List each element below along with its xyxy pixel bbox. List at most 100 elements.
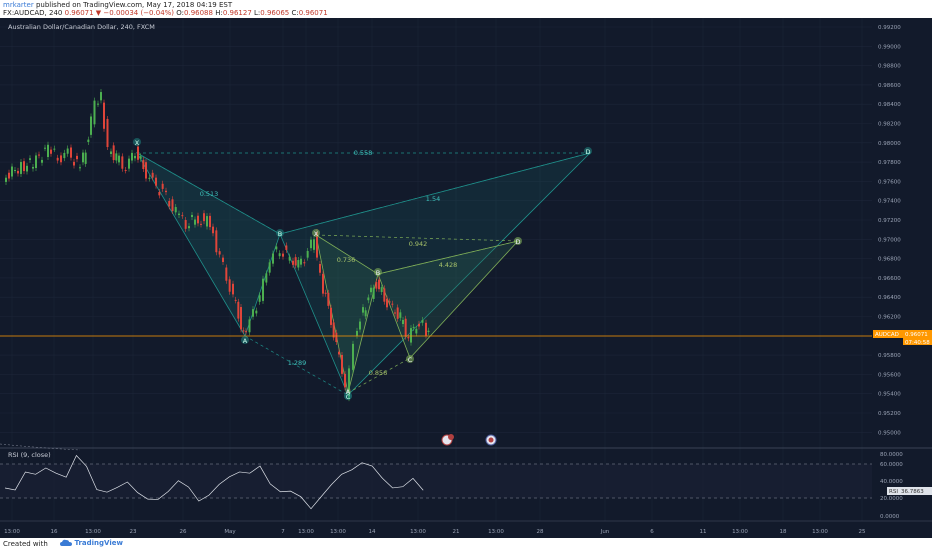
pattern1-ac bbox=[244, 335, 349, 396]
rsi-value-label: RSI bbox=[889, 489, 898, 495]
price-tick-label: 0.95600 bbox=[878, 372, 901, 378]
chart-area[interactable]: X A B C D X A B C D 0.558 0.513 1.54 0.9… bbox=[0, 18, 932, 538]
harmonic-pattern-2[interactable] bbox=[315, 234, 520, 394]
author-link[interactable]: mrkarter bbox=[3, 1, 34, 9]
candle-body bbox=[134, 155, 136, 159]
pattern2-bcd[interactable] bbox=[377, 240, 520, 359]
candle-body bbox=[148, 177, 151, 179]
candle-body bbox=[118, 155, 120, 163]
candle-body bbox=[188, 226, 190, 229]
price-tick-label: 0.98200 bbox=[878, 122, 901, 128]
chart-canvas[interactable]: X A B C D X A B C D 0.558 0.513 1.54 0.9… bbox=[0, 18, 932, 538]
price-tag-symbol: AUDCAD bbox=[875, 332, 899, 338]
candle-body bbox=[128, 158, 130, 169]
point-c-2: C bbox=[406, 355, 414, 364]
candle-body bbox=[97, 103, 99, 105]
candle-body bbox=[106, 118, 109, 148]
candle-body bbox=[427, 330, 430, 332]
candle-body bbox=[200, 223, 202, 225]
open-value: 0.96088 bbox=[184, 9, 213, 17]
close-value: 0.96071 bbox=[298, 9, 328, 17]
price-axis[interactable]: 0.99200 0.99000 0.98800 0.98600 0.98400 0.982… bbox=[878, 25, 901, 436]
candle-body bbox=[399, 312, 402, 318]
candle-body bbox=[90, 116, 92, 135]
candle-body bbox=[178, 213, 180, 215]
candle-body bbox=[41, 159, 43, 163]
candle-body bbox=[17, 170, 19, 174]
candle-body bbox=[292, 260, 294, 265]
candle-body bbox=[53, 148, 56, 150]
candle-body bbox=[103, 102, 105, 129]
candle-body bbox=[359, 321, 361, 330]
rsi-pane[interactable]: RSI (9, close) 80.0000 60.0000 40.0000 20.0… bbox=[0, 451, 932, 520]
rsi-tick-label: 0.0000 bbox=[880, 514, 900, 520]
event-dot-icon bbox=[488, 437, 494, 443]
pattern1-xab[interactable] bbox=[135, 151, 281, 337]
candle-body bbox=[203, 213, 205, 222]
candle-body bbox=[142, 160, 145, 170]
candle-body bbox=[372, 287, 375, 299]
candle-body bbox=[396, 307, 399, 319]
candle-body bbox=[404, 318, 407, 337]
candle-body bbox=[341, 354, 343, 374]
candle-body bbox=[356, 330, 358, 336]
point-b-1: B bbox=[276, 229, 284, 238]
candle-body bbox=[11, 166, 13, 177]
event-badge-icon bbox=[448, 434, 454, 440]
created-with-text: Created with bbox=[3, 540, 48, 548]
candle-body bbox=[352, 343, 354, 370]
price-tick-label: 0.98400 bbox=[878, 102, 901, 108]
down-arrow-icon: ▼ bbox=[95, 9, 102, 17]
candle-body bbox=[63, 152, 66, 159]
time-tick-label: 13:00 bbox=[812, 529, 828, 535]
candle-body bbox=[87, 139, 90, 143]
candle-body bbox=[332, 322, 335, 338]
time-tick-label: 26 bbox=[180, 529, 187, 535]
svg-text:C: C bbox=[408, 356, 413, 364]
candle-body bbox=[84, 152, 87, 164]
time-tick-label: Jun bbox=[600, 529, 610, 535]
rsi-band bbox=[0, 464, 872, 498]
candle-body bbox=[110, 151, 112, 154]
price-tick-label: 0.98800 bbox=[878, 64, 901, 70]
rsi-tick-label: 40.0000 bbox=[880, 479, 903, 485]
candle-body bbox=[412, 326, 415, 328]
time-axis[interactable]: 13:00 16 13:00 23 26 May 7 13:00 13:00 14 13:00 21 1… bbox=[4, 529, 866, 535]
low-label: L: bbox=[254, 9, 261, 17]
time-tick-label: 13:00 bbox=[4, 529, 20, 535]
time-tick-label: 13:00 bbox=[298, 529, 314, 535]
candle-body bbox=[158, 192, 161, 196]
candle-body bbox=[237, 301, 240, 319]
candle-body bbox=[303, 262, 306, 264]
candle-body bbox=[124, 170, 127, 172]
candle-body bbox=[222, 257, 224, 263]
candle-body bbox=[184, 219, 187, 229]
candle-body bbox=[362, 307, 364, 313]
candle-body bbox=[262, 278, 264, 301]
candle-body bbox=[26, 165, 28, 172]
candle-body bbox=[319, 263, 321, 273]
candle-body bbox=[391, 303, 394, 305]
pattern2-xd bbox=[315, 234, 519, 242]
candle-body bbox=[245, 331, 247, 333]
svg-text:X: X bbox=[135, 139, 140, 147]
price-tick-label: 0.95400 bbox=[878, 392, 901, 398]
chart-title: Australian Dollar/Canadian Dollar, 240, … bbox=[8, 23, 155, 31]
svg-text:B: B bbox=[376, 269, 380, 277]
candle-body bbox=[348, 368, 350, 399]
candle-body bbox=[316, 232, 318, 258]
price-tick-label: 0.97600 bbox=[878, 179, 901, 185]
event-icons[interactable] bbox=[441, 434, 497, 446]
tradingview-logo[interactable]: TradingView bbox=[60, 539, 123, 547]
rsi-value: 36.7863 bbox=[901, 489, 924, 495]
candle-body bbox=[70, 147, 72, 158]
candle-body bbox=[215, 230, 218, 253]
candle-body bbox=[375, 282, 378, 289]
candle-body bbox=[50, 149, 52, 154]
rsi-axis[interactable]: 80.0000 60.0000 40.0000 20.0000 0.0000 bbox=[880, 452, 903, 520]
close-label: C: bbox=[291, 9, 299, 17]
ratio-label: 0.736 bbox=[337, 256, 356, 264]
candle-body bbox=[285, 245, 288, 250]
point-x-1: X bbox=[133, 138, 141, 147]
price-tick-label: 0.97400 bbox=[878, 199, 901, 205]
